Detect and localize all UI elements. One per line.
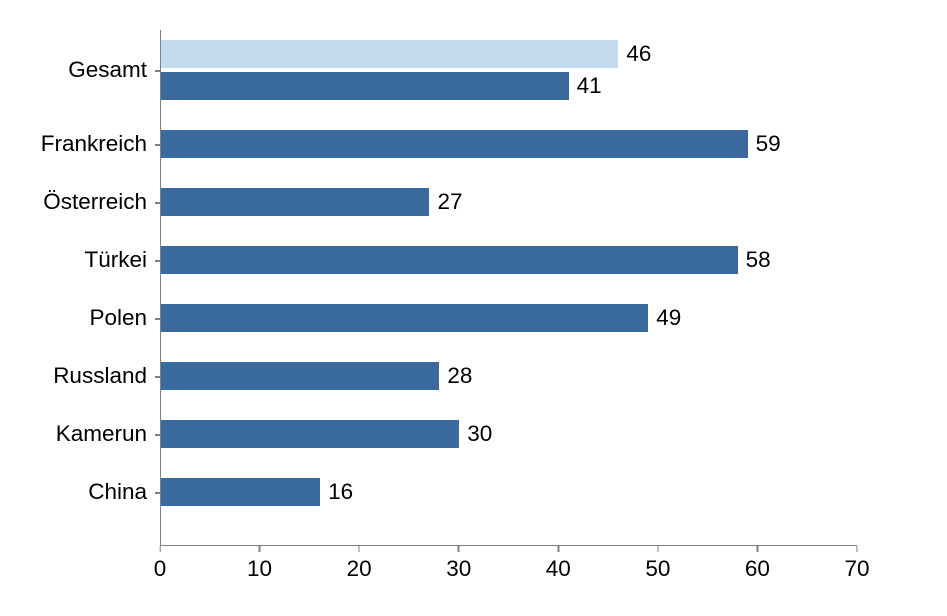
bar-value-label: 41 (577, 73, 602, 99)
category-label: Türkei (84, 247, 155, 273)
x-tick-mark (358, 546, 360, 552)
x-tick-mark (259, 546, 261, 552)
x-tick-label: 70 (844, 556, 869, 582)
bar-value-label: 46 (626, 41, 651, 67)
bar-value-label: 59 (756, 131, 781, 157)
y-axis-labels: Gesamt Frankreich Österreich Türkei Polen Rus… (20, 30, 155, 546)
bar (161, 130, 748, 158)
category-label: Österreich (43, 189, 155, 215)
x-tick-mark (159, 546, 161, 552)
bar-row: 41 (161, 72, 857, 100)
bar (161, 420, 459, 448)
bar (161, 362, 439, 390)
bar-value-label: 49 (656, 305, 681, 331)
bar-row: 30 (161, 420, 857, 448)
x-tick: 40 (546, 546, 571, 582)
x-tick: 60 (745, 546, 770, 582)
category-label: China (88, 479, 155, 505)
x-tick: 20 (347, 546, 372, 582)
y-tick-mark (155, 144, 161, 146)
bar-chart: Gesamt Frankreich Österreich Türkei Polen Rus… (20, 20, 907, 596)
x-tick-mark (856, 546, 858, 552)
bar (161, 246, 738, 274)
category-label: Kamerun (56, 421, 155, 447)
y-tick-mark (155, 260, 161, 262)
x-tick-mark (657, 546, 659, 552)
category-label: Frankreich (41, 131, 155, 157)
x-tick-label: 10 (247, 556, 272, 582)
bar (161, 72, 569, 100)
x-tick: 50 (645, 546, 670, 582)
bar-row: 27 (161, 188, 857, 216)
bars-area: 46 41 59 27 58 49 28 30 16 (161, 30, 857, 545)
x-tick-label: 30 (446, 556, 471, 582)
x-tick-label: 20 (347, 556, 372, 582)
x-tick: 30 (446, 546, 471, 582)
category-label: Russland (53, 363, 155, 389)
bar-value-label: 58 (746, 247, 771, 273)
bar-value-label: 16 (328, 479, 353, 505)
plot-area: 46 41 59 27 58 49 28 30 16 (160, 30, 857, 546)
category-label: Polen (89, 305, 155, 331)
x-tick: 0 (154, 546, 167, 582)
x-tick-mark (757, 546, 759, 552)
bar (161, 188, 429, 216)
bar-row: 58 (161, 246, 857, 274)
bar-row: 59 (161, 130, 857, 158)
bar-row: 49 (161, 304, 857, 332)
bar-row: 16 (161, 478, 857, 506)
y-tick-mark (155, 70, 161, 72)
bar (161, 478, 320, 506)
x-axis: 010203040506070 (160, 546, 857, 596)
y-tick-mark (155, 376, 161, 378)
x-tick-mark (458, 546, 460, 552)
y-tick-mark (155, 202, 161, 204)
x-tick: 10 (247, 546, 272, 582)
y-tick-mark (155, 318, 161, 320)
x-tick-label: 0 (154, 556, 167, 582)
bar-row: 28 (161, 362, 857, 390)
y-tick-mark (155, 492, 161, 494)
x-tick: 70 (844, 546, 869, 582)
bar (161, 40, 618, 68)
bar-value-label: 28 (447, 363, 472, 389)
x-tick-mark (558, 546, 560, 552)
x-tick-label: 60 (745, 556, 770, 582)
category-label: Gesamt (68, 57, 155, 83)
y-tick-mark (155, 434, 161, 436)
bar-value-label: 27 (437, 189, 462, 215)
x-tick-label: 50 (645, 556, 670, 582)
bar (161, 304, 648, 332)
x-tick-label: 40 (546, 556, 571, 582)
bar-value-label: 30 (467, 421, 492, 447)
bar-row: 46 (161, 40, 857, 68)
